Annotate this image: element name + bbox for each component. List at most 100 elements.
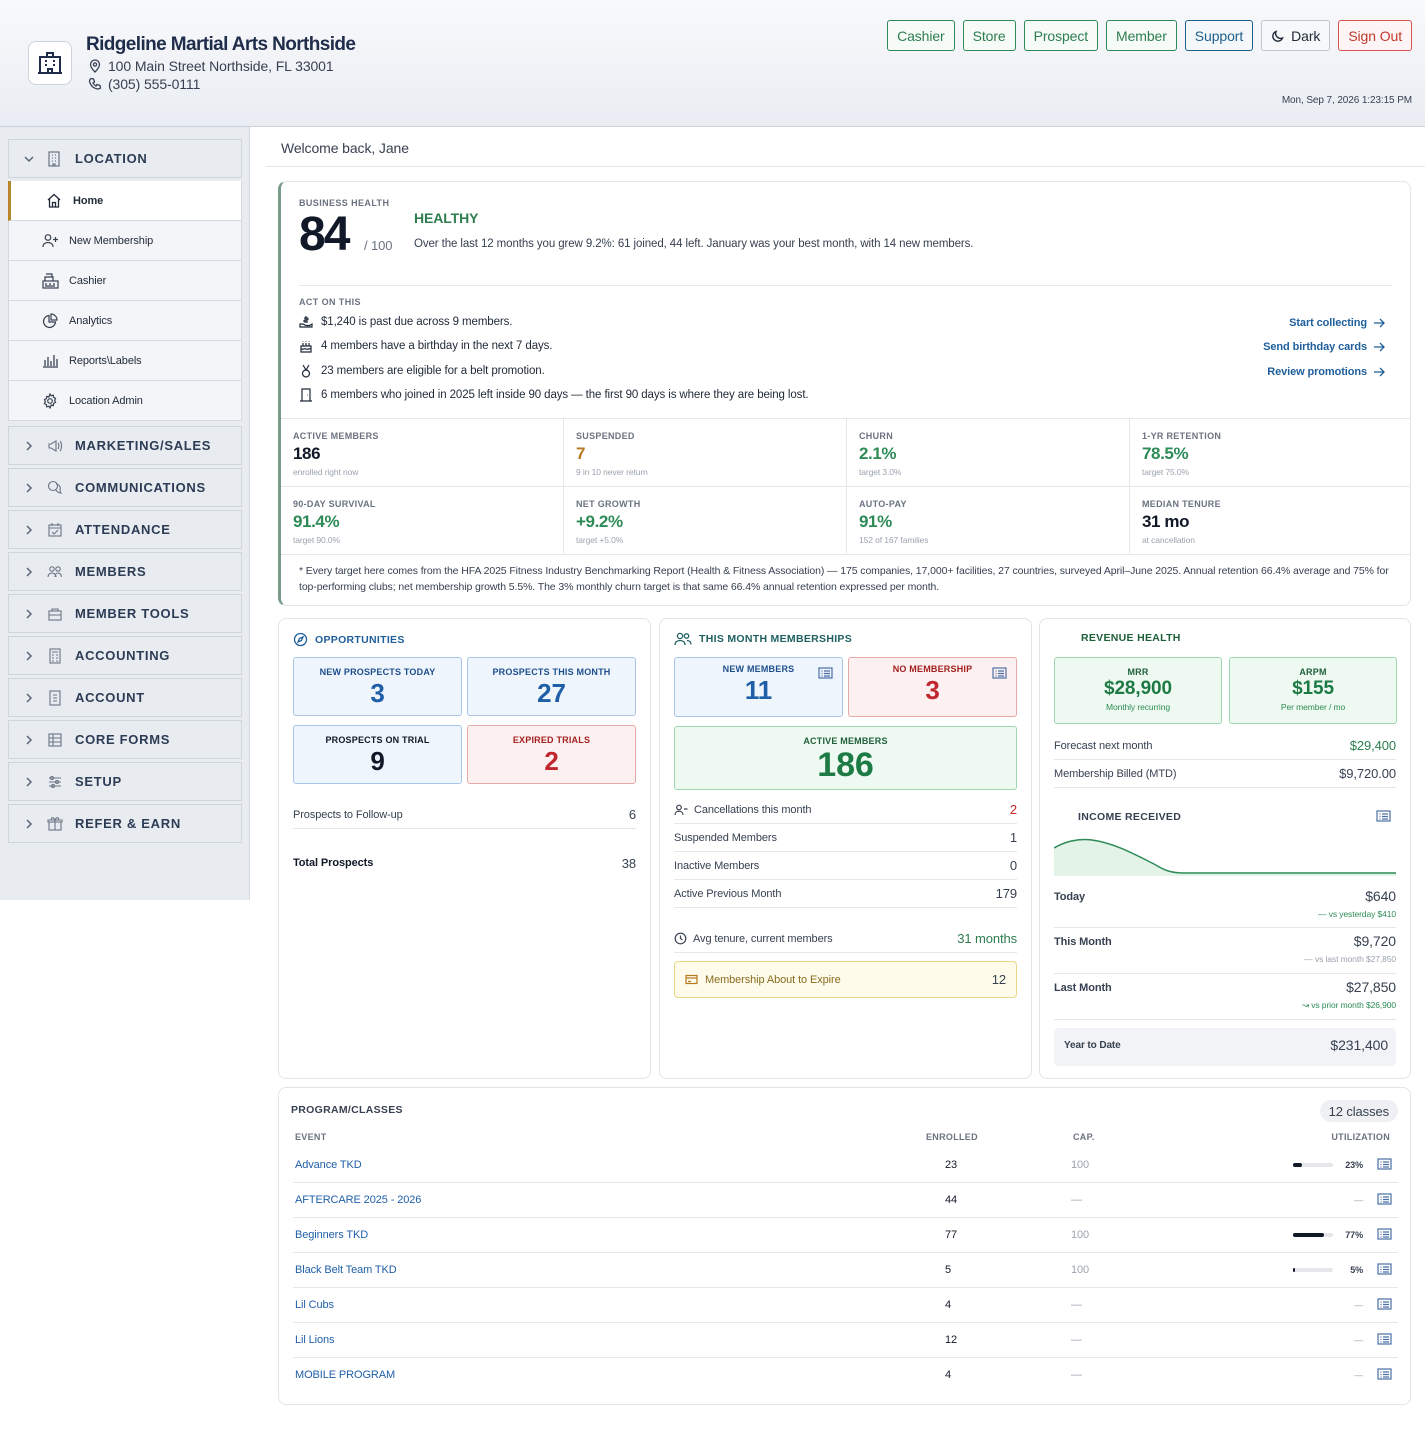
sidebar-section-refer-earn[interactable]: REFER & EARN [8, 804, 242, 843]
total-prospects-row[interactable]: Total Prospects 38 [293, 849, 636, 877]
review-promotions-link[interactable]: Review promotions [1267, 366, 1385, 378]
main-content: Welcome back, Jane BUSINESS HEALTH 84 / … [250, 127, 1425, 1437]
clock-icon [674, 932, 687, 945]
program-name-link[interactable]: Lil Lions [295, 1334, 335, 1346]
no-membership-tile[interactable]: NO MEMBERSHIP 3 [848, 657, 1017, 717]
sidebar-item-home[interactable]: Home [8, 181, 242, 221]
enrolled-count: 77 [945, 1229, 958, 1241]
capacity-value: 100 [1071, 1159, 1090, 1171]
arrow-right-icon [1373, 342, 1385, 352]
roster-list-icon[interactable] [1377, 1298, 1392, 1310]
sidebar-section-account[interactable]: ACCOUNT [8, 678, 242, 717]
sidebar-item-reports[interactable]: Reports\Labels [8, 341, 242, 381]
divider [266, 166, 1425, 167]
program-classes-title: PROGRAM/CLASSES [291, 1104, 403, 1116]
inactive-members-row[interactable]: Inactive Members 0 [674, 852, 1017, 880]
chevron-right-icon [23, 776, 39, 788]
act-item-early-dropouts: 6 members who joined in 2025 left inside… [299, 388, 809, 402]
kpi-sub: target 90.0% [293, 535, 340, 545]
prospects-follow-up-row[interactable]: Prospects to Follow-up 6 [293, 801, 636, 829]
sidebar-section-attendance[interactable]: ATTENDANCE [8, 510, 242, 549]
member-button[interactable]: Member [1106, 20, 1177, 51]
active-members-tile[interactable]: ACTIVE MEMBERS 186 [674, 726, 1017, 790]
utilization-bar [1293, 1268, 1333, 1272]
active-previous-month-row[interactable]: Active Previous Month 179 [674, 880, 1017, 908]
chevron-right-icon [23, 524, 39, 536]
program-name-link[interactable]: Black Belt Team TKD [295, 1264, 397, 1276]
sidebar-item-cashier[interactable]: Cashier [8, 261, 242, 301]
roster-list-icon[interactable] [1377, 1158, 1392, 1170]
sidebar-section-communications[interactable]: COMMUNICATIONS [8, 468, 242, 507]
sidebar-item-label: Cashier [69, 274, 107, 287]
utilization-value: — [1354, 1335, 1363, 1345]
sign-out-button[interactable]: Sign Out [1338, 20, 1412, 51]
user-minus-icon [674, 804, 688, 815]
sidebar-section-setup[interactable]: SETUP [8, 762, 242, 801]
business-health-label: BUSINESS HEALTH [299, 198, 390, 208]
prospects-this-month-tile[interactable]: PROSPECTS THIS MONTH 27 [467, 657, 636, 716]
memberships-title: THIS MONTH MEMBERSHIPS [674, 632, 852, 646]
program-name-link[interactable]: AFTERCARE 2025 - 2026 [295, 1194, 422, 1206]
cake-icon [300, 341, 312, 353]
tile-label: PROSPECTS ON TRIAL [325, 735, 430, 745]
sidebar-item-new-membership[interactable]: New Membership [8, 221, 242, 261]
expired-trials-tile[interactable]: EXPIRED TRIALS 2 [467, 725, 636, 784]
roster-list-icon[interactable] [1377, 1228, 1392, 1240]
list-icon[interactable] [818, 667, 833, 679]
kpi-value: +9.2% [576, 512, 623, 531]
sidebar: LOCATION Home New Membership Cashier Ana… [0, 127, 250, 900]
sidebar-section-marketing-sales[interactable]: MARKETING/SALES [8, 426, 242, 465]
sidebar-item-analytics[interactable]: Analytics [8, 301, 242, 341]
row-value: $231,400 [1330, 1037, 1388, 1053]
roster-list-icon[interactable] [1377, 1193, 1392, 1205]
capacity-value: — [1071, 1334, 1082, 1346]
program-name-link[interactable]: MOBILE PROGRAM [295, 1369, 396, 1381]
list-icon[interactable] [992, 667, 1007, 679]
bar-chart-icon [42, 353, 60, 368]
cancellations-row[interactable]: Cancellations this month 2 [674, 796, 1017, 824]
membership-expire-banner[interactable]: Membership About to Expire 12 [674, 961, 1017, 998]
table-row: Lil Cubs 4 — — [293, 1288, 1398, 1323]
send-birthday-cards-link[interactable]: Send birthday cards [1263, 341, 1385, 353]
gear-icon [42, 392, 60, 409]
new-members-tile[interactable]: NEW MEMBERS 11 [674, 657, 843, 717]
start-collecting-link[interactable]: Start collecting [1289, 317, 1385, 329]
sidebar-item-location-admin[interactable]: Location Admin [8, 381, 242, 421]
capacity-value: — [1071, 1369, 1082, 1381]
support-button[interactable]: Support [1184, 20, 1254, 51]
program-name-link[interactable]: Advance TKD [295, 1159, 362, 1171]
cashier-button[interactable]: Cashier [887, 20, 955, 51]
list-icon[interactable] [1376, 810, 1391, 822]
sidebar-section-label: CORE FORMS [75, 732, 171, 747]
sidebar-section-member-tools[interactable]: MEMBER TOOLS [8, 594, 242, 633]
chevron-right-icon [23, 608, 39, 620]
welcome-message: Welcome back, Jane [281, 140, 409, 156]
table-row: Advance TKD 23 100 23% [293, 1148, 1398, 1183]
new-prospects-today-tile[interactable]: NEW PROSPECTS TODAY 3 [293, 657, 462, 716]
kpi-median-tenure: MEDIAN TENURE 31 mo at cancellation [1130, 487, 1413, 555]
header-actions: Cashier Store Prospect Member Support Da… [887, 20, 1412, 51]
sidebar-section-label: MARKETING/SALES [75, 438, 212, 453]
sidebar-section-core-forms[interactable]: CORE FORMS [8, 720, 242, 759]
roster-list-icon[interactable] [1377, 1368, 1392, 1380]
prospect-button[interactable]: Prospect [1023, 20, 1099, 51]
sidebar-section-location[interactable]: LOCATION [8, 139, 242, 178]
roster-list-icon[interactable] [1377, 1263, 1392, 1275]
program-name-link[interactable]: Beginners TKD [295, 1229, 369, 1241]
program-name-link[interactable]: Lil Cubs [295, 1299, 334, 1311]
tile-value: $155 [1292, 678, 1334, 699]
roster-list-icon[interactable] [1377, 1333, 1392, 1345]
prospects-on-trial-tile[interactable]: PROSPECTS ON TRIAL 9 [293, 725, 462, 784]
suspended-members-row[interactable]: Suspended Members 1 [674, 824, 1017, 852]
row-label: Suspended Members [674, 831, 777, 844]
mrr-tile: MRR $28,900 Monthly recurring [1054, 657, 1222, 724]
sidebar-section-accounting[interactable]: ACCOUNTING [8, 636, 242, 675]
store-button[interactable]: Store [962, 20, 1016, 51]
tile-label: NEW PROSPECTS TODAY [319, 667, 436, 677]
money-hand-icon [299, 316, 313, 328]
sidebar-section-members[interactable]: MEMBERS [8, 552, 242, 591]
kpi-1-yr-retention: 1-YR RETENTION 78.5% target 75.0% [1130, 419, 1413, 487]
dark-mode-button[interactable]: Dark [1261, 20, 1331, 51]
kpi-net-growth: NET GROWTH +9.2% target +5.0% [564, 487, 847, 555]
chevron-right-icon [23, 440, 39, 452]
